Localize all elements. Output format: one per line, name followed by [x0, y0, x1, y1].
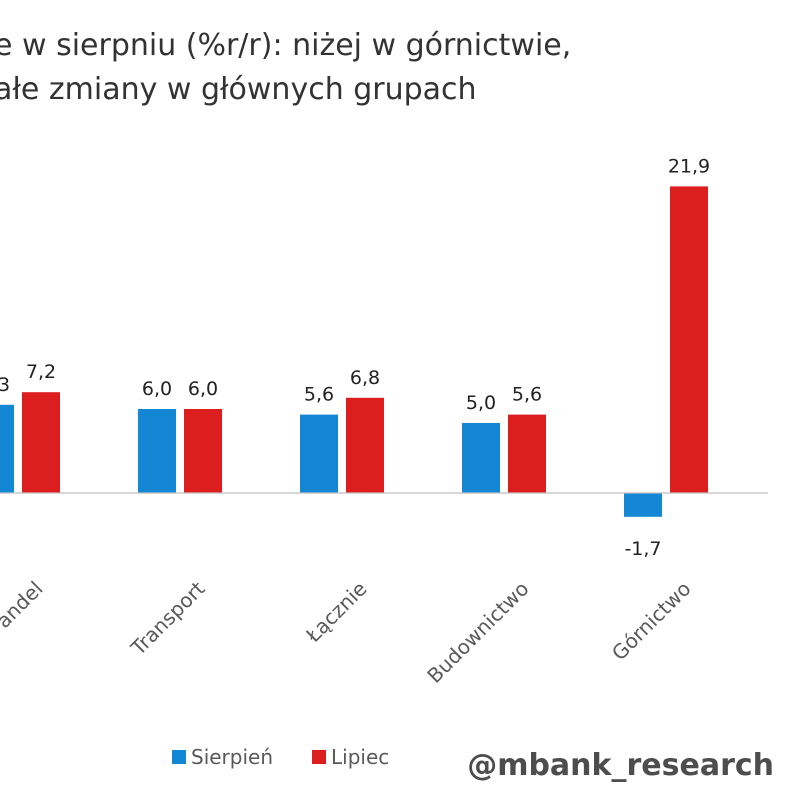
- data-label-sierpień-1: 6,0: [142, 378, 172, 400]
- data-label-lipiec-4: 21,9: [668, 155, 710, 177]
- legend-label-lipiec: Lipiec: [331, 745, 389, 769]
- category-label-1: Transport: [125, 576, 209, 660]
- data-labels-layer: 6,3 7,2 6,0 6,0 5,6 6,8 5,0 5,6 -1,7 21,9: [0, 155, 710, 559]
- bar-lipiec-4: [670, 186, 708, 493]
- bar-sierpień-3: [462, 423, 500, 493]
- legend: Sierpień Lipiec: [172, 745, 389, 769]
- bar-lipiec-3: [508, 414, 546, 493]
- bar-lipiec-0: [22, 392, 60, 493]
- data-label-sierpień-2: 5,6: [304, 384, 334, 406]
- data-label-sierpień-3: 5,0: [466, 392, 496, 414]
- data-label-lipiec-2: 6,8: [350, 367, 380, 389]
- legend-label-sierpień: Sierpień: [191, 745, 273, 769]
- bar-lipiec-1: [184, 409, 222, 493]
- bar-lipiec-2: [346, 397, 384, 493]
- category-label-4: Górnictwo: [607, 577, 696, 666]
- bar-sierpień-2: [300, 414, 338, 493]
- category-label-2: Łącznie: [300, 577, 371, 648]
- legend-swatch-lipiec: [312, 750, 326, 764]
- watermark: @mbank_research: [467, 748, 774, 783]
- category-label-3: Budownictwo: [422, 577, 533, 688]
- chart-title: e w sierpniu (%r/r): niżej w górnictwie,…: [0, 28, 572, 107]
- bar-sierpień-0: [0, 404, 14, 493]
- data-label-lipiec-0: 7,2: [26, 361, 56, 383]
- data-label-sierpień-4: -1,7: [624, 538, 661, 560]
- data-label-sierpień-0: 6,3: [0, 374, 10, 396]
- bar-sierpień-1: [138, 409, 176, 493]
- category-label-0: andel: [0, 577, 48, 633]
- data-label-lipiec-3: 5,6: [512, 384, 542, 406]
- legend-swatch-sierpień: [172, 750, 186, 764]
- bar-sierpień-4: [624, 493, 662, 517]
- bars-layer: [0, 186, 708, 517]
- data-label-lipiec-1: 6,0: [188, 378, 218, 400]
- category-labels-layer: andel Transport Łącznie Budownictwo Górnictw…: [0, 576, 696, 687]
